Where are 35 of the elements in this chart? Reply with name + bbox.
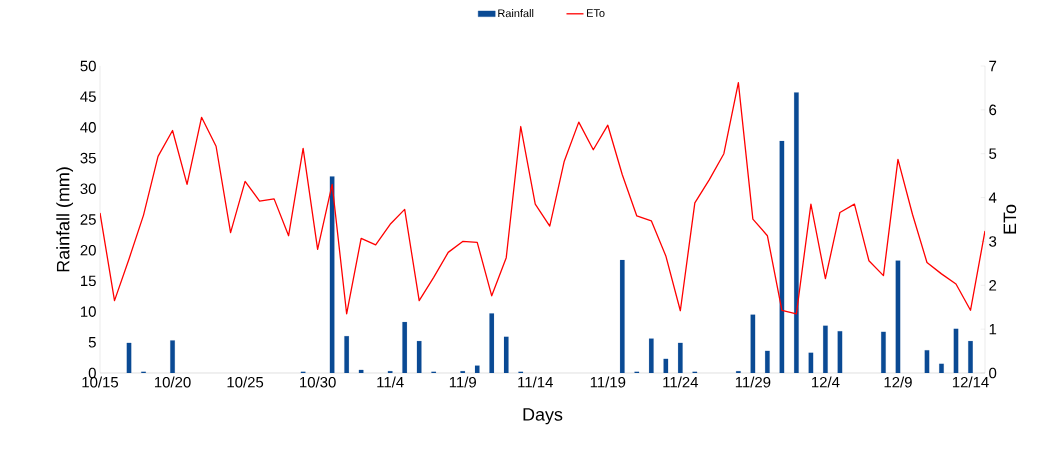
y2-tick-label: 7: [989, 60, 997, 72]
y-tick-label: 50: [80, 60, 96, 72]
y-tick-label: 20: [80, 244, 96, 256]
x-tick-label: 12/14: [952, 376, 989, 388]
x-tick-label: 10/25: [227, 376, 264, 388]
legend-label: ETo: [587, 9, 605, 17]
y2-tick-label: 4: [988, 192, 997, 203]
y2-tick-label: 2: [989, 280, 997, 291]
x-axis-title: Days: [523, 408, 563, 425]
y2-tick-label: 1: [989, 324, 997, 335]
y2-axis-title: ETo: [1003, 204, 1017, 234]
y-tick-label: 10: [81, 306, 96, 317]
y-tick-label: 5: [88, 337, 96, 348]
y-axis-title: Rainfall (mm): [56, 167, 74, 272]
y-tick-label: 30: [80, 183, 96, 195]
x-tick-label: 10/20: [154, 376, 191, 388]
y-tick-label: 25: [80, 214, 96, 225]
y-tick-label: 45: [80, 91, 96, 102]
x-tick-label: 12/9: [884, 376, 912, 388]
y2-tick-label: 5: [989, 148, 997, 159]
y2-tick-label: 0: [989, 367, 997, 379]
x-tick-label: 11/9: [449, 376, 476, 388]
y2-tick-label: 3: [989, 236, 997, 247]
legend-label: Rainfall: [498, 9, 534, 18]
y2-tick-label: 6: [989, 104, 997, 116]
x-tick-label: 11/29: [735, 376, 771, 388]
y-tick-label: 40: [80, 122, 96, 133]
x-tick-label: 11/24: [663, 376, 699, 388]
y-tick-label: 15: [81, 275, 96, 287]
x-tick-label: 10/30: [300, 376, 336, 388]
x-tick-label: 11/4: [377, 376, 404, 388]
x-tick-label: 11/14: [518, 376, 553, 388]
x-tick-label: 12/4: [812, 376, 840, 388]
y-tick-label: 35: [80, 152, 96, 164]
x-tick-label: 11/19: [590, 376, 626, 388]
